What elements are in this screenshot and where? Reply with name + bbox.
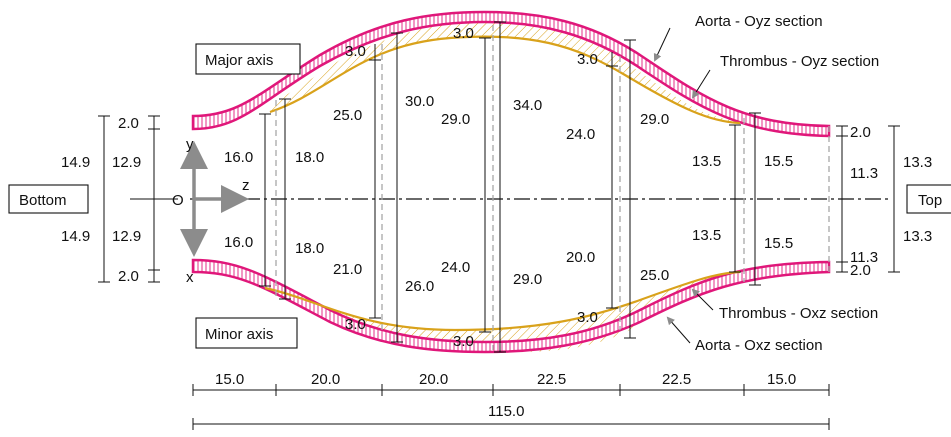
lower-s5-inner-label: 13.5 xyxy=(692,227,721,244)
segment-4-label: 22.5 xyxy=(537,371,566,388)
bottom-label: Bottom xyxy=(19,192,67,209)
minor-axis-label: Minor axis xyxy=(205,326,273,343)
thrombus-oxz-callout: Thrombus - Oxz section xyxy=(719,305,878,322)
top-label: Top xyxy=(918,192,942,209)
lower-s1-inner-label: 16.0 xyxy=(224,234,253,251)
lower-s3-outer-label: 29.0 xyxy=(513,271,542,288)
right-inner-top-label: 11.3 xyxy=(850,165,878,182)
top-box xyxy=(906,184,951,214)
z-axis-label: z xyxy=(242,177,250,194)
segment-1-label: 15.0 xyxy=(215,371,244,388)
thrombus-oyz-inner-boundary xyxy=(269,35,741,125)
lower-s4-inner-label: 20.0 xyxy=(566,249,595,266)
upper-s4-inner-label: 24.0 xyxy=(566,126,595,143)
aorta-oyz-callout: Aorta - Oyz section xyxy=(695,13,823,30)
minor-axis-box xyxy=(195,317,298,349)
lower-s4-outer-label: 25.0 xyxy=(640,267,669,284)
x-axis-label: x xyxy=(186,269,194,286)
lower-s2-outer-label: 26.0 xyxy=(405,278,434,295)
segment-2-label: 20.0 xyxy=(311,371,340,388)
length-dimension-chain xyxy=(192,384,830,430)
right-outer-bottom-label: 13.3 xyxy=(903,228,932,245)
upper-s1-outer-label: 18.0 xyxy=(295,149,324,166)
right-wall-top-label: 2.0 xyxy=(850,124,871,141)
callout-leaders xyxy=(653,27,714,344)
left-wall-top-label: 2.0 xyxy=(118,115,139,132)
left-outer-top-label: 14.9 xyxy=(61,154,90,171)
upper-s4-outer-label: 29.0 xyxy=(640,111,669,128)
lower-s1-outer-label: 18.0 xyxy=(295,240,324,257)
lower-s3-inner-label: 24.0 xyxy=(441,259,470,276)
major-axis-box xyxy=(195,43,301,75)
segment-5-label: 22.5 xyxy=(662,371,691,388)
right-end-dimensions xyxy=(836,125,900,273)
y-axis-label: y xyxy=(186,136,194,153)
right-inner-bottom-label: 11.3 xyxy=(850,249,878,266)
left-end-dimensions xyxy=(98,115,160,283)
right-outer-top-label: 13.3 xyxy=(903,154,932,171)
origin-label: O xyxy=(172,192,184,209)
thrombus-oxz-inner-boundary xyxy=(264,270,741,332)
left-inner-bottom-label: 12.9 xyxy=(112,228,141,245)
upper-s1-inner-label: 16.0 xyxy=(224,149,253,166)
coordinate-axes: O y z x xyxy=(172,136,250,286)
right-wall-bottom-label: 2.0 xyxy=(850,262,871,279)
upper-s5-outer-label: 15.5 xyxy=(764,153,793,170)
left-inner-top-label: 12.9 xyxy=(112,154,141,171)
upper-s5-inner-label: 13.5 xyxy=(692,153,721,170)
upper-s3-outer-label: 34.0 xyxy=(513,97,542,114)
major-axis-label: Major axis xyxy=(205,52,273,69)
bottom-box xyxy=(8,184,89,214)
upper-s3-inner-label: 29.0 xyxy=(441,111,470,128)
segment-6-label: 15.0 xyxy=(767,371,796,388)
thrombus-oyz-region xyxy=(270,22,740,123)
lower-s3-thrombus-label: 3.0 xyxy=(453,333,474,350)
upper-s2-outer-label: 30.0 xyxy=(405,93,434,110)
lower-s5-outer-label: 15.5 xyxy=(764,235,793,252)
upper-s4-thrombus-label: 3.0 xyxy=(577,51,598,68)
upper-s2-inner-label: 25.0 xyxy=(333,107,362,124)
section-dimension-lines xyxy=(259,21,830,353)
upper-s2-thrombus-label: 3.0 xyxy=(345,43,366,60)
upper-s3-thrombus-label: 3.0 xyxy=(453,25,474,42)
lower-s2-inner-label: 21.0 xyxy=(333,261,362,278)
aorta-oxz-callout: Aorta - Oxz section xyxy=(695,337,823,354)
total-length-label: 115.0 xyxy=(488,403,524,420)
segment-3-label: 20.0 xyxy=(419,371,448,388)
left-outer-bottom-label: 14.9 xyxy=(61,228,90,245)
thrombus-oyz-callout: Thrombus - Oyz section xyxy=(720,53,879,70)
left-wall-bottom-label: 2.0 xyxy=(118,268,139,285)
lower-s4-thrombus-label: 3.0 xyxy=(577,309,598,326)
lower-s2-thrombus-label: 3.0 xyxy=(345,316,366,333)
